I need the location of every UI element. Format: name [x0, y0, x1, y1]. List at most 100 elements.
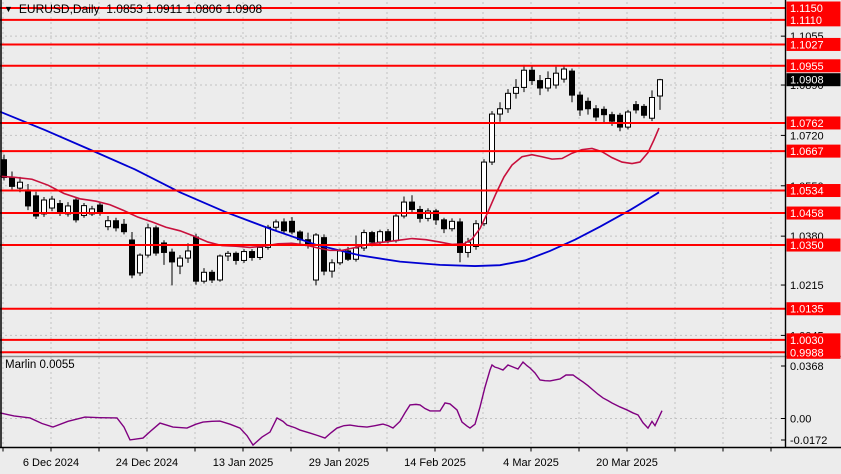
candle-body-down	[441, 219, 447, 230]
candle-body-up	[401, 201, 407, 217]
candle-body-up	[361, 232, 367, 249]
level-price-label-bg	[786, 184, 841, 198]
candle-body-down	[593, 108, 599, 118]
candle-body-up	[625, 111, 631, 128]
ma-slow-line	[0, 110, 660, 267]
candle-body-down	[281, 221, 287, 232]
candle-body-up	[225, 252, 231, 257]
candle-body-down	[457, 221, 463, 253]
level-price-label: 1.0458	[790, 208, 824, 220]
candle-body-down	[601, 108, 607, 116]
candle-body-up	[545, 78, 551, 89]
candle-body-down	[345, 250, 351, 260]
candle-body-up	[657, 79, 663, 97]
level-price-label: 1.0350	[790, 240, 824, 252]
candle-body-down	[641, 105, 647, 116]
level-lines-layer	[0, 7, 785, 354]
price-axis[interactable]: 1.10551.08901.07201.05501.03801.02151.00…	[781, 1, 841, 448]
level-price-label: 0.9988	[790, 347, 824, 359]
level-price-label: 1.0030	[790, 335, 824, 347]
candle-body-down	[233, 252, 239, 261]
level-price-label-bg	[786, 206, 841, 220]
candle-body-down	[113, 220, 119, 229]
candle-body-up	[81, 205, 87, 216]
level-price-label-bg	[786, 345, 841, 359]
candle-body-up	[105, 220, 111, 228]
date-label: 20 Mar 2025	[596, 457, 658, 469]
candle-body-down	[529, 69, 535, 82]
level-price-label-bg	[786, 59, 841, 73]
candle-body-up	[425, 210, 431, 219]
candle-body-down	[409, 201, 415, 210]
candle-body-down	[537, 80, 543, 89]
current-price-label-bg	[786, 73, 841, 87]
level-price-label: 1.0955	[790, 61, 824, 73]
level-price-label-bg	[786, 13, 841, 27]
candle-body-up	[257, 246, 263, 258]
level-price-label: 1.0135	[790, 304, 824, 316]
level-price-label: 1.0534	[790, 186, 824, 198]
symbol-marker-icon: ▼	[4, 4, 13, 14]
candle-body-up	[649, 96, 655, 119]
candle-body-down	[121, 223, 127, 233]
level-price-label: 1.1150	[790, 3, 823, 15]
date-label: 6 Dec 2024	[23, 457, 79, 469]
candle-body-down	[569, 70, 575, 96]
level-price-label-bg	[786, 302, 841, 316]
indicator-scale-label: 0.00	[790, 414, 811, 426]
candle-body-up	[241, 251, 247, 261]
date-label: 29 Jan 2025	[309, 457, 370, 469]
level-price-label-bg	[786, 37, 841, 51]
price-scale-label: 1.0720	[790, 130, 824, 142]
candle-body-up	[185, 250, 191, 259]
candle-body-up	[145, 227, 151, 256]
candle-body-down	[609, 114, 615, 122]
level-price-label-bg	[786, 1, 841, 15]
level-price-label: 1.1110	[790, 15, 822, 27]
date-label: 13 Jan 2025	[213, 457, 274, 469]
current-price-label: 1.0908	[790, 75, 824, 87]
level-price-label: 1.1027	[790, 39, 824, 51]
price-scale-label: 1.0215	[790, 280, 824, 292]
marlin-line	[0, 360, 663, 447]
grid-layer	[0, 2, 785, 447]
candle-body-up	[481, 161, 487, 225]
candle-body-down	[633, 104, 639, 111]
time-axis[interactable]: 6 Dec 2024 24 Dec 2024 13 Jan 2025 29 Jan 2…	[2, 447, 772, 470]
indicator-panel[interactable]	[0, 358, 785, 448]
candle-body-down	[73, 199, 79, 221]
candle-body-up	[521, 69, 527, 88]
candle-body-up	[497, 108, 503, 115]
indicator-scale-label: 0.0368	[790, 361, 824, 373]
candle-body-down	[209, 271, 215, 281]
candle-body-down	[249, 251, 255, 258]
candle-body-up	[513, 86, 519, 94]
candle-body-up	[449, 220, 455, 230]
candle-body-up	[329, 262, 335, 272]
candle-body-down	[321, 237, 327, 272]
level-price-label: 1.0667	[790, 146, 824, 158]
candle-body-down	[289, 220, 295, 233]
candle-body-up	[561, 68, 567, 80]
candlesticks-layer	[1, 64, 663, 286]
candle-body-up	[49, 198, 55, 209]
candle-body-down	[369, 232, 375, 243]
candle-body-up	[177, 257, 183, 267]
level-price-label: 1.0762	[790, 118, 824, 130]
main-chart-panel[interactable]	[0, 2, 785, 357]
candle-body-down	[161, 242, 167, 253]
candle-body-down	[577, 94, 583, 111]
candle-body-down	[33, 195, 39, 217]
chart-title-text: EURUSD,Daily 1.0853 1.0911 1.0806 1.0908	[18, 2, 263, 16]
candle-body-up	[505, 92, 511, 110]
candle-body-up	[313, 234, 319, 281]
level-price-label-bg	[786, 333, 841, 347]
candle-body-down	[153, 227, 159, 254]
chart-title: ▼ EURUSD,Daily 1.0853 1.0911 1.0806 1.090…	[4, 2, 262, 16]
date-label: 24 Dec 2024	[116, 457, 178, 469]
candle-body-up	[553, 72, 559, 86]
candle-body-up	[17, 181, 23, 189]
